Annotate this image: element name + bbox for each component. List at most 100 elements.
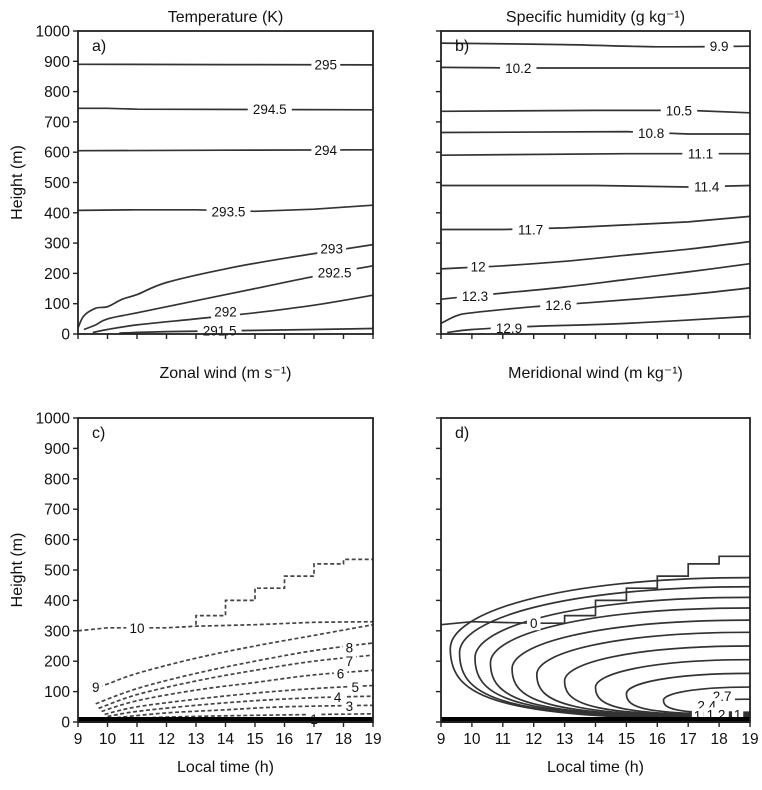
panel-b: Specific humidity (g kg⁻¹) 9.9 10.2 10.510.… <box>436 9 751 339</box>
contour-line-294 <box>77 148 374 152</box>
contour-label: 5 <box>352 680 360 695</box>
contour-line-292.5 <box>83 264 374 331</box>
y-tick-label: 300 <box>44 236 70 253</box>
contour-label-bg <box>732 707 744 721</box>
contour-arc <box>489 607 751 719</box>
contour-label: 10 <box>129 621 144 636</box>
axes: 0 100 200 300 400 500 600 700 800 900 1000 9 10 11 12 1… <box>36 411 382 749</box>
x-tick-label: 15 <box>246 731 263 748</box>
axes: 9 10 11 12 13 14 15 16 17 18 19 <box>436 417 759 748</box>
contour-label: 11.1 <box>688 147 713 162</box>
contour-label-bg <box>540 297 577 313</box>
contour-label-bg <box>342 698 357 714</box>
x-tick-label: 11 <box>495 731 511 748</box>
x-tick-label: 15 <box>618 731 635 748</box>
contour-label: 10.2 <box>505 61 531 76</box>
contour-label: 1 <box>694 708 702 723</box>
contour-label: 292 <box>214 304 237 319</box>
y-tick-label: 500 <box>44 563 70 580</box>
y-tick-label: 400 <box>44 593 70 610</box>
contour-label-bg <box>312 264 357 280</box>
contour-label: 293.5 <box>212 204 246 219</box>
panel-title: Temperature (K) <box>168 9 284 26</box>
contour-label-bg <box>660 102 698 118</box>
y-tick-label: 600 <box>44 532 70 549</box>
x-tick-label: 18 <box>710 731 727 748</box>
contour-label: 294 <box>315 143 338 158</box>
x-tick-label: 13 <box>187 731 204 748</box>
contour-label: 12.9 <box>496 321 522 336</box>
contour-line-295 <box>77 63 374 66</box>
contour-label-bg <box>456 288 494 304</box>
x-axis-label: Local time (h) <box>547 759 644 776</box>
y-tick-label: 200 <box>44 266 70 283</box>
panel-letter: c) <box>92 425 105 442</box>
x-tick-label: 10 <box>99 731 117 748</box>
contour-line-9 <box>92 623 374 690</box>
contour-label: 0 <box>530 616 538 631</box>
contour-line-293 <box>77 243 374 329</box>
contour-label: 8 <box>346 641 354 656</box>
contour-line-10.5 <box>440 109 751 114</box>
contour-line-11.7 <box>441 215 751 231</box>
contour-line-4 <box>107 695 374 718</box>
contour-arc <box>458 585 751 720</box>
y-tick-label: 1000 <box>36 411 71 428</box>
contour-labels: 1098765431 <box>88 619 363 727</box>
x-tick-label: 17 <box>680 731 697 748</box>
panel-title: Zonal wind (m s⁻¹) <box>159 365 291 382</box>
contour-labels: 9.9 10.2 10.510.8 11.1 11.4 11.7 12 12.3 12.6 12.… <box>456 38 734 336</box>
plot-frame <box>440 417 751 723</box>
contour-arc <box>474 596 751 720</box>
panel-title: Meridional wind (m kg⁻¹) <box>508 365 683 382</box>
contour-label-bg <box>682 145 719 161</box>
contour-lines <box>77 63 374 334</box>
contour-label-bg <box>688 178 725 194</box>
contour-line-6 <box>101 669 374 713</box>
contour-label: 12.6 <box>545 298 571 313</box>
x-tick-label: 16 <box>276 731 293 748</box>
panel-title: Specific humidity (g kg⁻¹) <box>506 9 685 26</box>
x-tick-label: 12 <box>525 731 542 748</box>
contour-label-bg <box>500 59 537 75</box>
y-tick-label: 400 <box>44 205 70 222</box>
contour-label: 3 <box>346 699 354 714</box>
panel-d: Meridional wind (m kg⁻¹)02.72.41.21 19 10 1… <box>436 365 759 776</box>
contour-label: 295 <box>315 57 338 72</box>
axes <box>436 30 751 339</box>
x-tick-label: 18 <box>335 731 352 748</box>
y-axis-label: Height (m) <box>9 145 26 220</box>
y-axis-label: Height (m) <box>9 533 26 608</box>
contour-label-bg <box>512 221 549 237</box>
contour-label: 292.5 <box>318 265 352 280</box>
contour-label-bg <box>311 142 341 158</box>
contour-label: 12 <box>471 260 486 275</box>
x-tick-label: 9 <box>74 731 83 748</box>
x-tick-label: 12 <box>158 731 175 748</box>
contour-lines <box>440 555 751 721</box>
contour-line-12.6 <box>440 287 751 325</box>
contour-label-bg <box>632 125 670 141</box>
contour-line-12.9 <box>447 315 751 334</box>
contour-label: 9.9 <box>710 39 729 54</box>
contour-line-8 <box>95 642 374 705</box>
axes: 0 100 200 300 400 500 600 700 800 900 1000 <box>36 24 374 344</box>
y-tick-label: 500 <box>44 175 70 192</box>
contour-label-bg <box>467 258 489 274</box>
contour-label: 12.3 <box>462 289 488 304</box>
contour-label-bg <box>348 679 363 695</box>
y-tick-label: 900 <box>44 54 70 71</box>
contour-line-unlabeled-0 <box>195 558 373 625</box>
contour-line-10.2 <box>440 66 750 69</box>
contour-line-10 <box>77 620 374 632</box>
y-tick-label: 200 <box>44 654 70 671</box>
x-tick-label: 19 <box>741 731 758 748</box>
y-tick-label: 800 <box>44 84 70 101</box>
y-tick-label: 700 <box>44 114 70 131</box>
y-tick-label: 0 <box>61 715 70 732</box>
y-tick-label: 300 <box>44 623 70 640</box>
contour-label-bg <box>342 639 357 655</box>
contour-label: 9 <box>92 680 100 695</box>
x-tick-label: 11 <box>129 731 145 748</box>
